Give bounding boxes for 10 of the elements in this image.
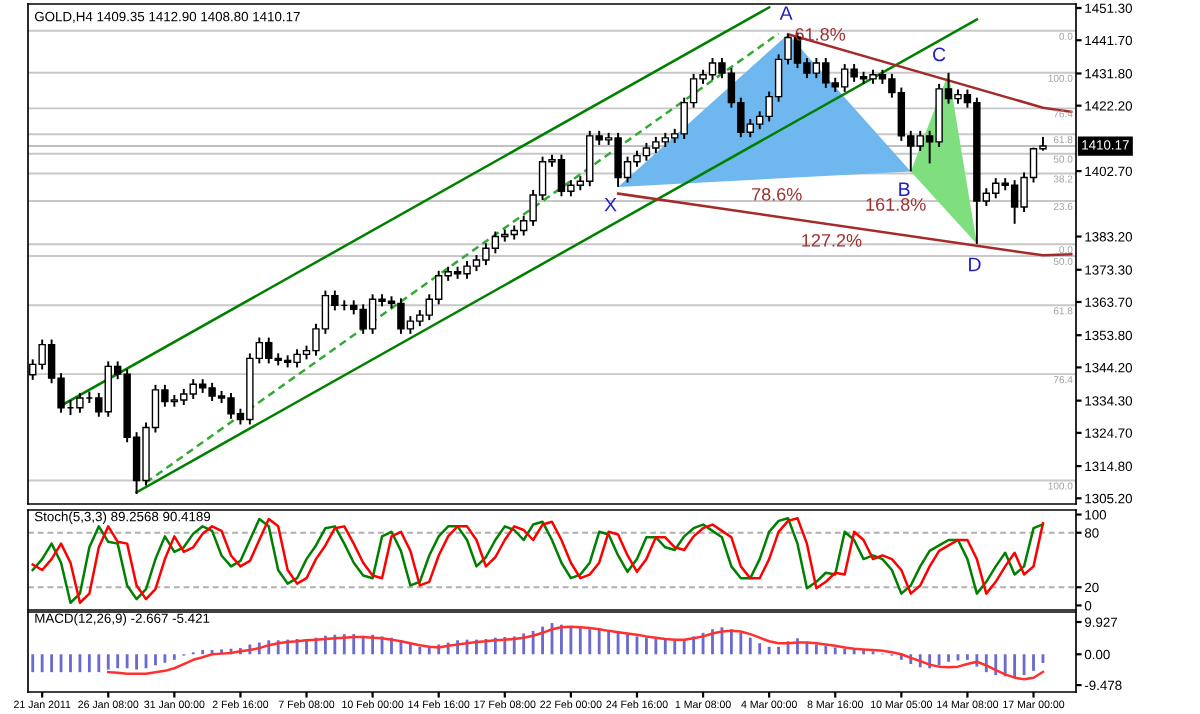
- annotation: 161.8%: [866, 198, 926, 211]
- annotation: B: [899, 182, 910, 196]
- annotation: X: [604, 197, 617, 212]
- annotation: 78.6%: [752, 188, 802, 201]
- annotation: 61.8%: [795, 27, 846, 41]
- annotation: 127.2%: [802, 233, 862, 247]
- annotation: C: [933, 47, 946, 62]
- annotation: A: [779, 6, 793, 20]
- line-series: [107, 625, 1045, 681]
- annotation: D: [969, 257, 981, 272]
